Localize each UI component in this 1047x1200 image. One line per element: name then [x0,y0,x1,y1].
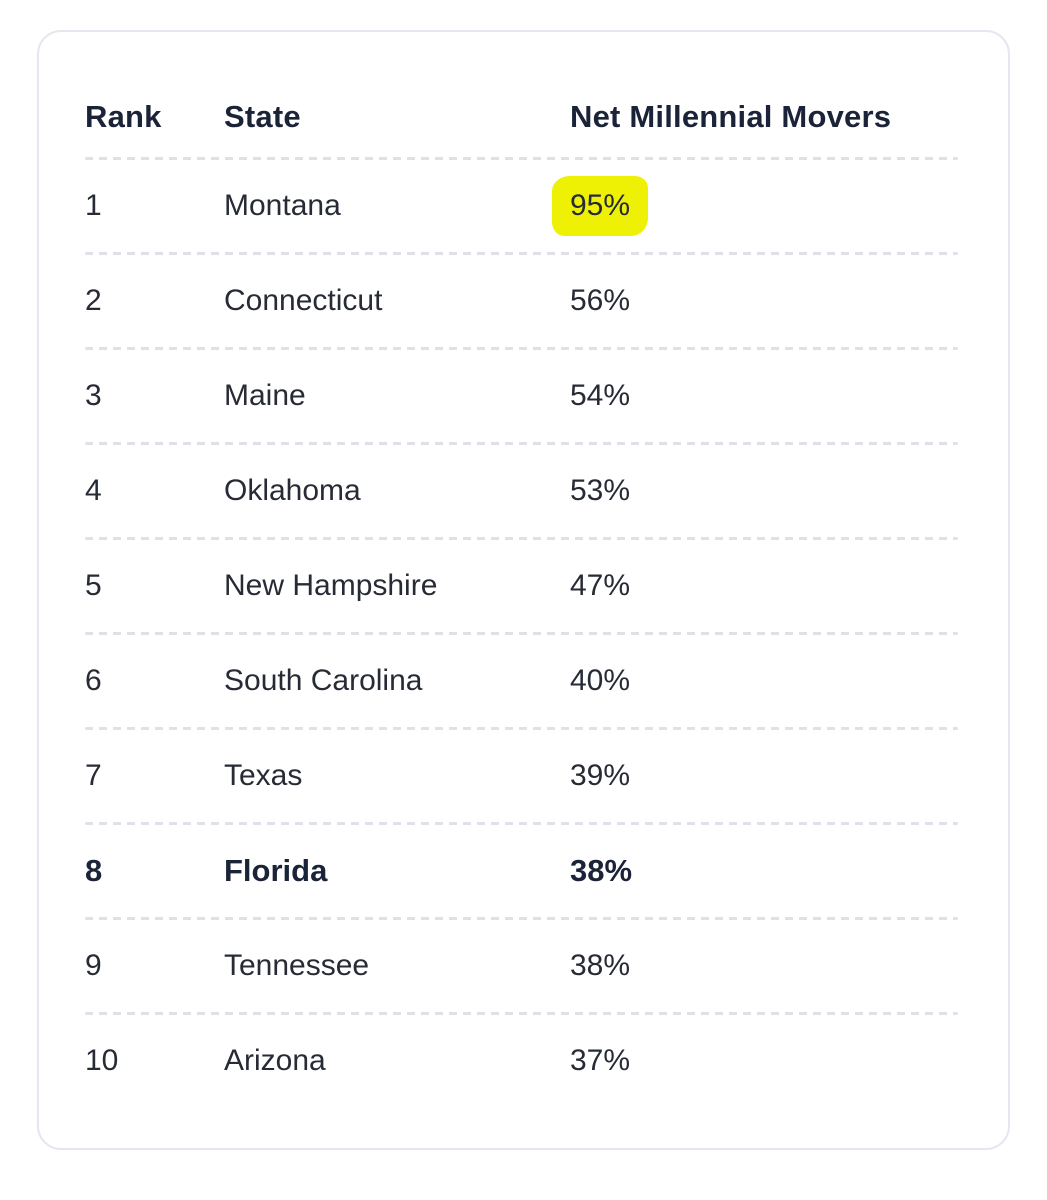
value-cell: 53% [570,474,958,508]
value-text: 47% [570,569,631,602]
table-row: 4 Oklahoma 53% [85,445,958,537]
value-cell: 38% [570,949,958,983]
table-row: 3 Maine 54% [85,350,958,442]
value-cell: 38% [570,853,958,889]
rank-cell: 8 [85,853,103,888]
value-cell: 40% [570,664,958,698]
rank-cell: 6 [85,664,102,697]
rank-cell: 3 [85,379,102,412]
value-cell: 56% [570,284,958,318]
header-divider [85,157,958,160]
value-text: 39% [570,759,631,792]
table-row: 2 Connecticut 56% [85,255,958,347]
rank-cell: 5 [85,569,102,602]
state-cell: Connecticut [224,284,383,317]
row-divider [85,537,958,540]
value-text: 95% [552,176,649,236]
ranking-table-card: Rank State Net Millennial Movers 1 Monta… [37,30,1010,1150]
row-divider [85,822,958,825]
rank-cell: 2 [85,284,102,317]
state-cell: Arizona [224,1044,326,1077]
value-cell: 54% [570,379,958,413]
state-cell: New Hampshire [224,569,438,602]
rank-cell: 9 [85,949,102,982]
state-cell: Montana [224,189,341,222]
rank-cell: 10 [85,1044,119,1077]
column-header-net-millennial-movers: Net Millennial Movers [570,99,892,134]
state-cell: Maine [224,379,306,412]
row-divider [85,632,958,635]
table-row: 8 Florida 38% [85,825,958,917]
table-row: 7 Texas 39% [85,730,958,822]
value-text: 53% [570,474,631,507]
state-cell: Florida [224,853,328,888]
value-cell: 47% [570,569,958,603]
rank-cell: 4 [85,474,102,507]
table-row: 6 South Carolina 40% [85,635,958,727]
row-divider [85,1012,958,1015]
column-header-state: State [224,99,301,134]
value-cell: 37% [570,1044,958,1078]
value-text: 38% [570,949,631,982]
table-row: 5 New Hampshire 47% [85,540,958,632]
table-row: 9 Tennessee 38% [85,920,958,1012]
row-divider [85,442,958,445]
value-cell: 95% [552,176,958,236]
state-cell: South Carolina [224,664,423,697]
value-cell: 39% [570,759,958,793]
row-divider [85,917,958,920]
value-text: 40% [570,664,631,697]
table-row: 1 Montana 95% [85,160,958,252]
rank-cell: 7 [85,759,102,792]
table-body: 1 Montana 95% 2 Connecticut 56% 3 Maine … [85,160,958,1107]
state-cell: Texas [224,759,303,792]
row-divider [85,252,958,255]
row-divider [85,727,958,730]
value-text: 38% [570,853,633,888]
value-text: 56% [570,284,631,317]
column-header-rank: Rank [85,99,162,134]
value-text: 54% [570,379,631,412]
row-divider [85,347,958,350]
value-text: 37% [570,1044,631,1077]
table-row: 10 Arizona 37% [85,1015,958,1107]
state-cell: Tennessee [224,949,370,982]
rank-cell: 1 [85,189,102,222]
table-header-row: Rank State Net Millennial Movers [85,77,958,157]
state-cell: Oklahoma [224,474,361,507]
